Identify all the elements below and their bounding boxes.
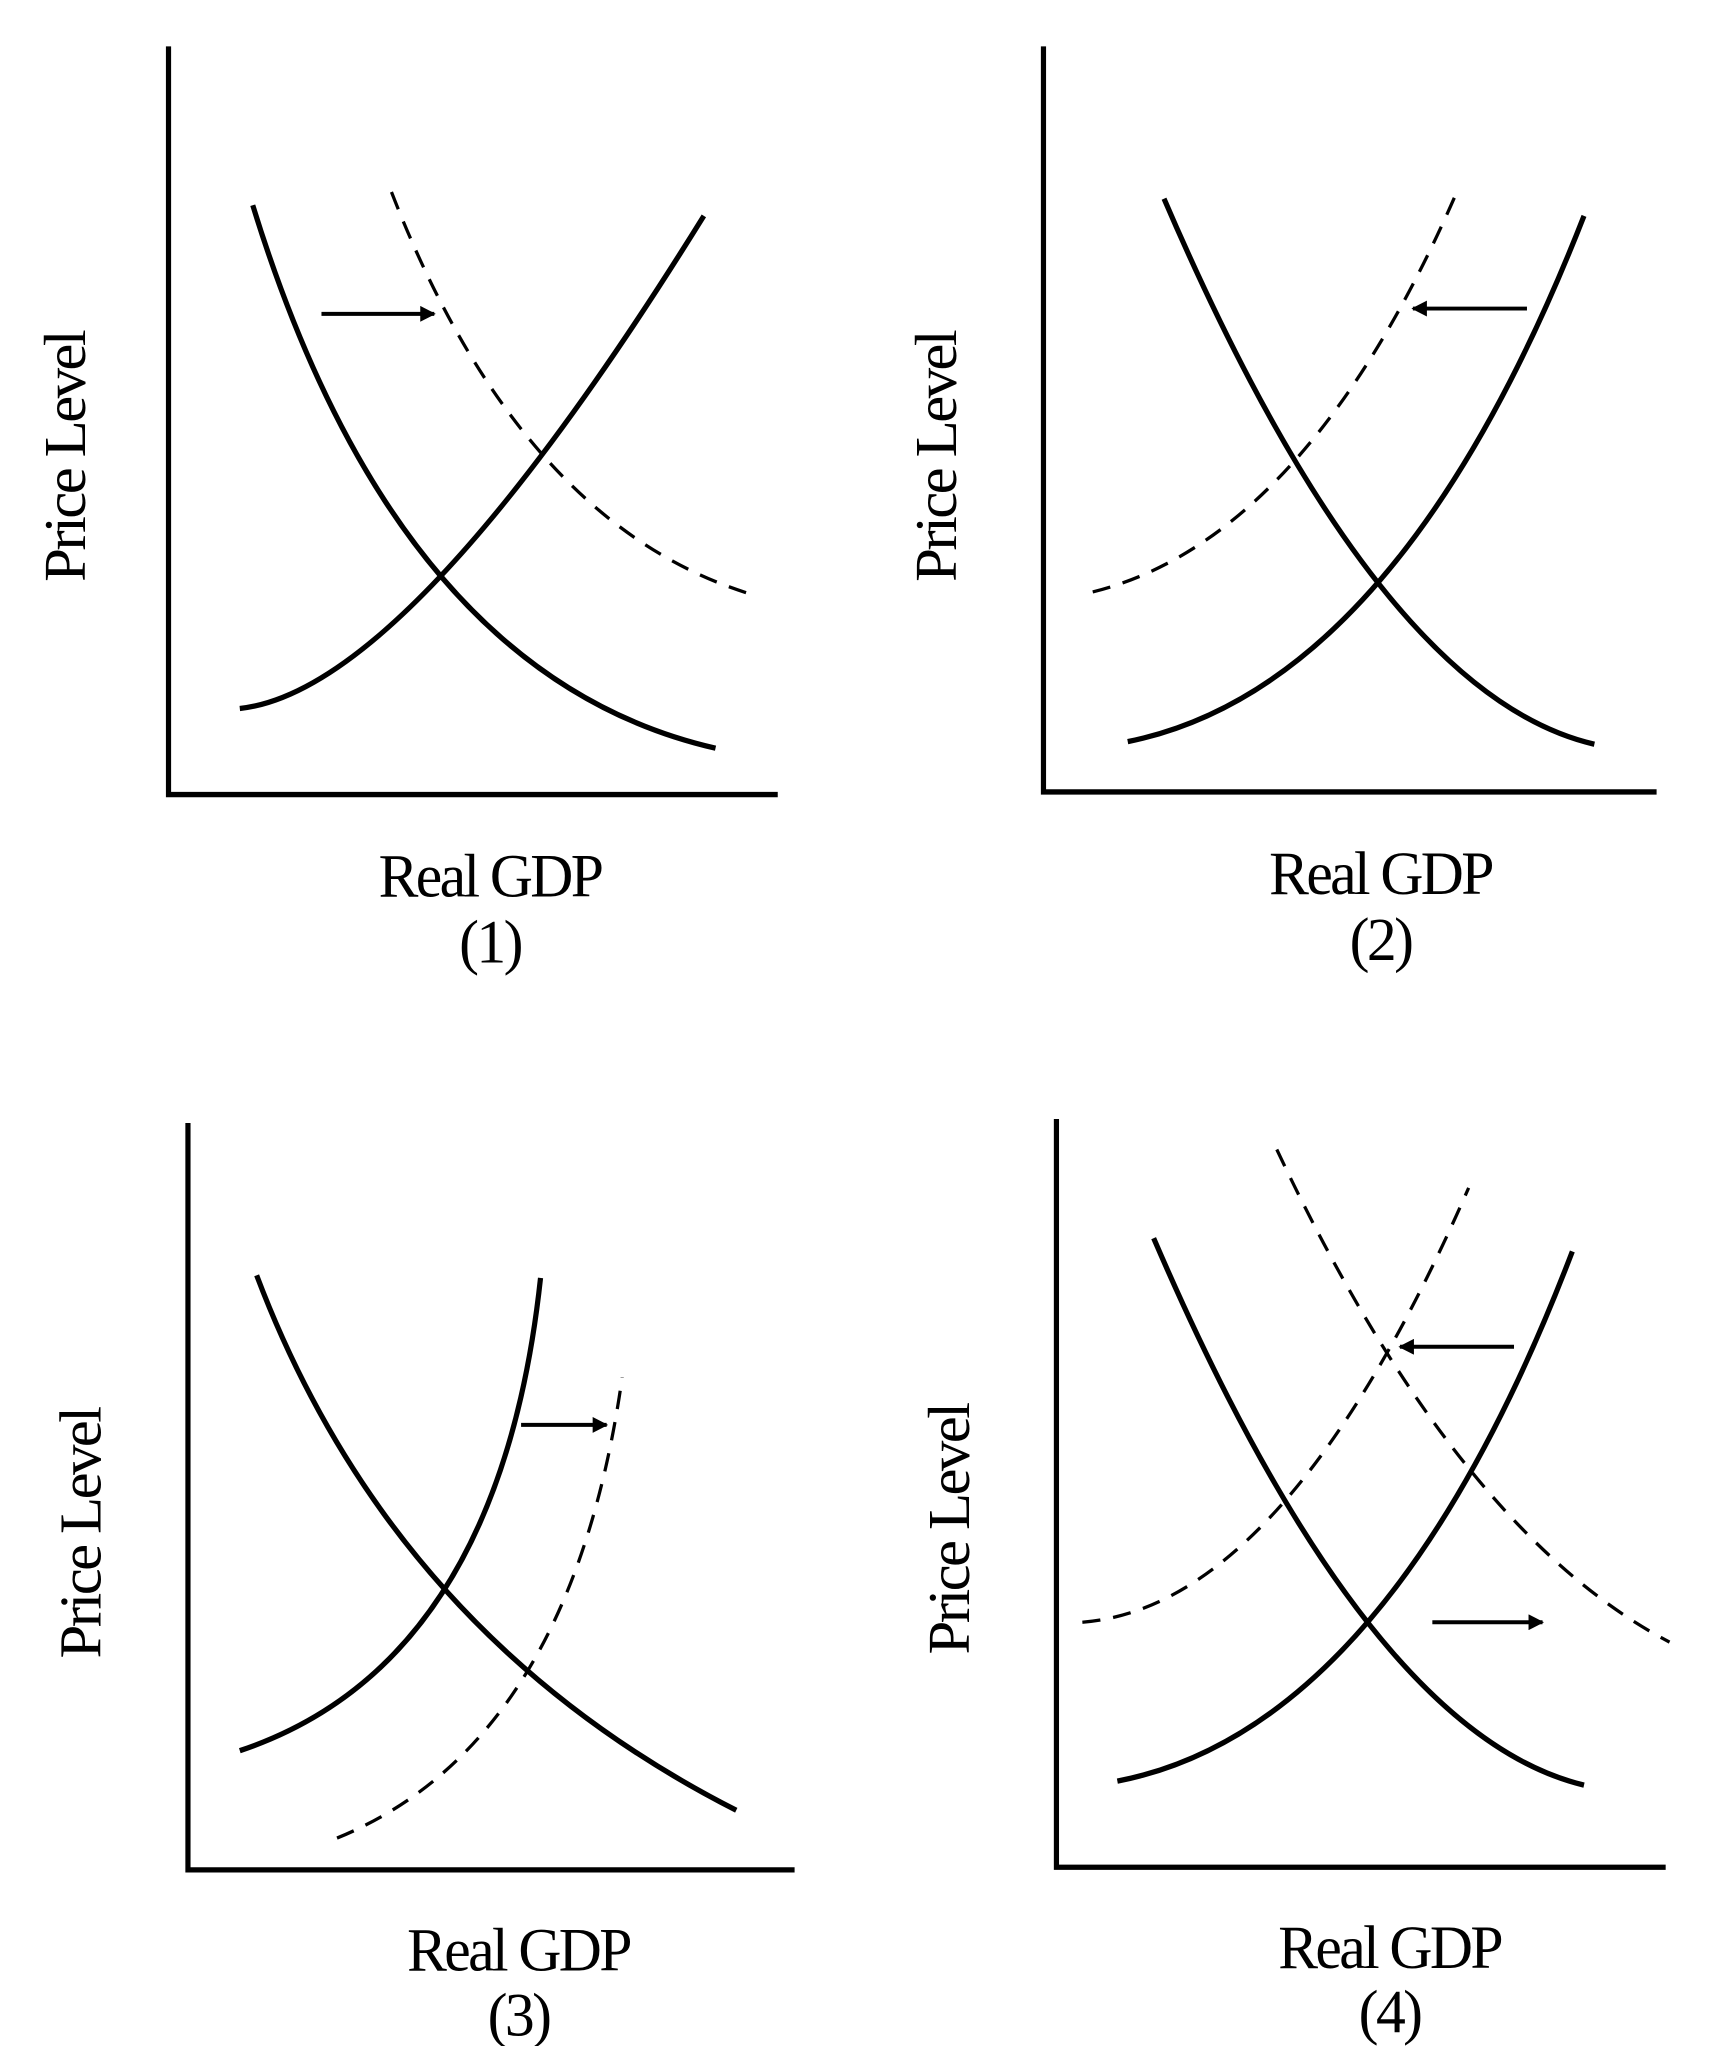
shifted-ad-curve (1275, 1148, 1671, 1644)
panel: Price Level Real GDP (4) (917, 1119, 1671, 2046)
axes (185, 1122, 795, 1873)
as-curve (238, 1277, 544, 1754)
shifted-ad-curve (389, 191, 749, 595)
shifted-as-curve (336, 1377, 624, 1840)
shifted-as-curve (1092, 193, 1458, 594)
y-label: Price Level (33, 330, 99, 582)
axes (1053, 1119, 1666, 1870)
caption: (2) (1350, 907, 1412, 975)
axes (165, 46, 778, 798)
axes (1040, 46, 1657, 795)
caption: (1) (459, 909, 521, 977)
as-curve (239, 214, 707, 712)
x-label: Real GDP (407, 1917, 631, 1985)
panel: Price Level Real GDP (2) (904, 46, 1657, 974)
y-label: Price Level (917, 1403, 983, 1655)
x-label: Real GDP (379, 843, 603, 911)
as-curve (1127, 214, 1587, 745)
x-label: Real GDP (1278, 1914, 1502, 1982)
panel: Price Level Real GDP (3) (48, 1122, 795, 2046)
as-curve (1116, 1250, 1575, 1784)
y-label: Price Level (48, 1407, 114, 1659)
x-label: Real GDP (1269, 840, 1493, 908)
y-label: Price Level (904, 330, 970, 582)
caption: (3) (488, 1982, 550, 2046)
caption: (4) (1359, 1979, 1421, 2046)
panel: Price Level Real GDP (1) (33, 46, 778, 977)
shifted-as-curve (1082, 1187, 1471, 1624)
